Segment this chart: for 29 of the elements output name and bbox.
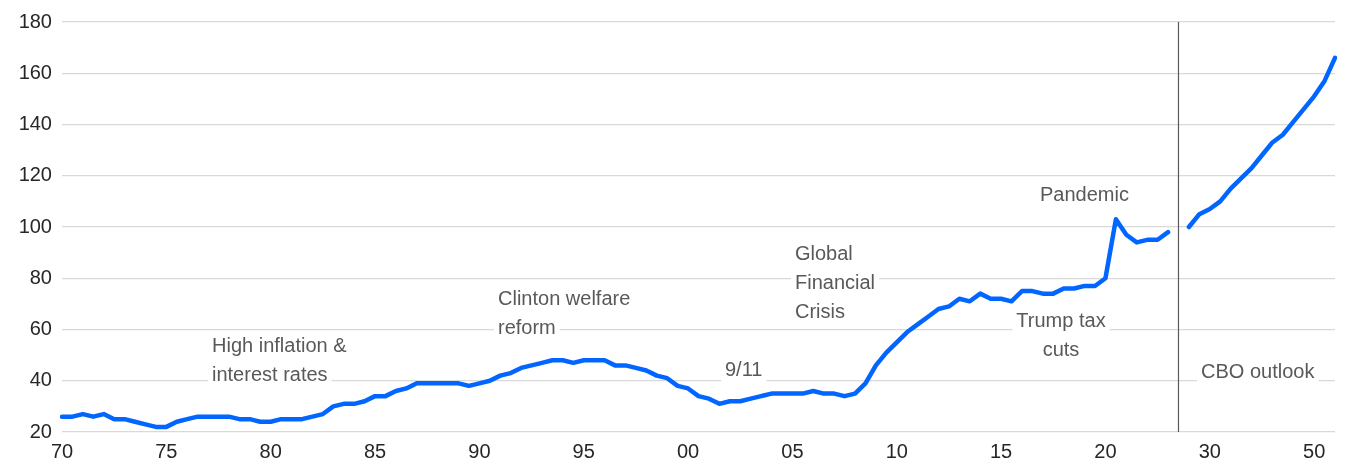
x-tick-label: 15 bbox=[989, 439, 1013, 462]
x-tick-label: 70 bbox=[50, 439, 74, 462]
x-tick-label: 00 bbox=[676, 439, 700, 462]
y-tick-label: 120 bbox=[18, 163, 52, 186]
y-tick-label: 160 bbox=[18, 60, 52, 83]
annotation: Pandemic bbox=[1040, 182, 1129, 205]
y-tick-label: 60 bbox=[29, 317, 52, 340]
y-tick-label: 140 bbox=[18, 112, 52, 135]
annotation: CBO outlook bbox=[1201, 359, 1316, 382]
x-tick-label: 75 bbox=[155, 439, 178, 462]
x-tick-label: 80 bbox=[259, 439, 282, 462]
y-tick-label: 80 bbox=[29, 265, 52, 288]
x-tick-label: 30 bbox=[1198, 439, 1221, 462]
annotation: Clinton welfare reform bbox=[498, 286, 631, 338]
annotation: Global Financial Crisis bbox=[795, 241, 876, 322]
x-tick-label: 20 bbox=[1094, 439, 1117, 462]
y-tick-label: 40 bbox=[29, 368, 52, 391]
y-tick-label: 180 bbox=[18, 9, 52, 32]
annotation: High inflation & interest rates bbox=[212, 333, 348, 385]
y-tick-label: 100 bbox=[18, 214, 52, 237]
x-tick-label: 50 bbox=[1303, 439, 1326, 462]
annotation: Trump tax cuts bbox=[1016, 308, 1106, 360]
annotation: 9/11 bbox=[725, 357, 763, 380]
x-tick-label: 95 bbox=[572, 439, 595, 462]
y-tick-label: 20 bbox=[29, 419, 52, 442]
x-tick-label: 05 bbox=[781, 439, 804, 462]
x-tick-label: 85 bbox=[363, 439, 387, 462]
x-tick-label: 10 bbox=[885, 439, 908, 462]
x-tick-label: 90 bbox=[468, 439, 491, 462]
